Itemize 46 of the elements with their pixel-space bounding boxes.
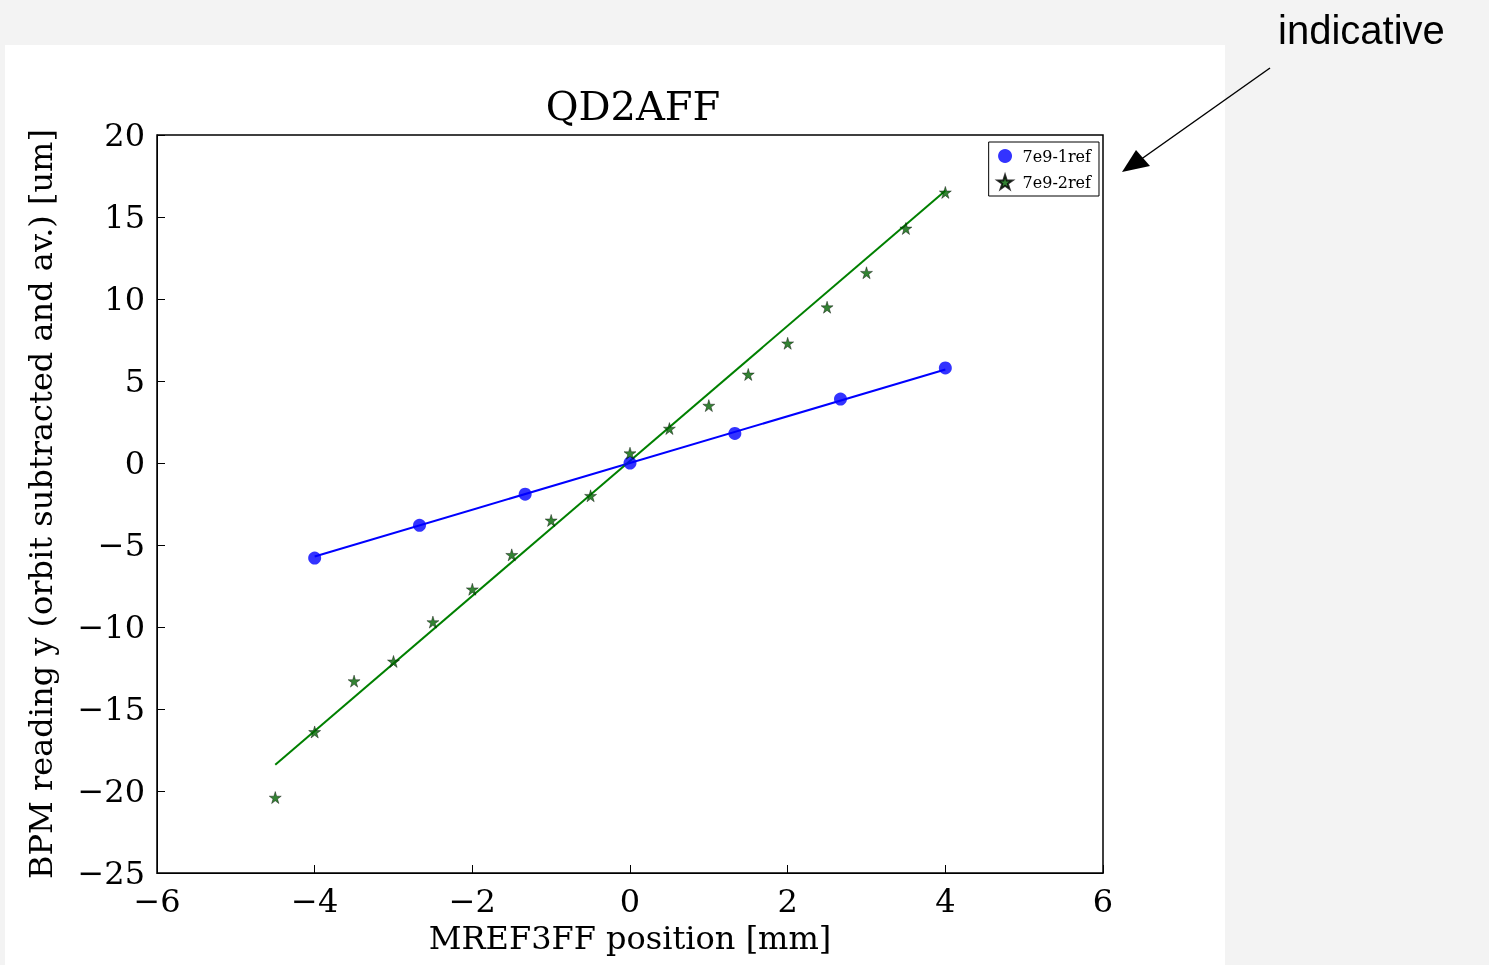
point [781, 337, 794, 350]
y-tick-label: −15 [77, 690, 145, 728]
y-tick-label: 0 [124, 444, 145, 482]
point [820, 300, 834, 314]
y-tick-label: 20 [104, 116, 145, 154]
point [939, 186, 952, 199]
y-tick-label: −5 [97, 526, 145, 564]
point [584, 489, 597, 503]
point [518, 487, 532, 501]
point [505, 548, 518, 562]
point [938, 361, 952, 375]
x-tick-label: 6 [1092, 882, 1114, 920]
point [702, 399, 716, 412]
point [347, 674, 361, 688]
legend-label: 7e9-2ref [1022, 172, 1093, 192]
x-tick-label: 2 [777, 882, 798, 920]
x-tick-label: 4 [935, 882, 956, 920]
y-tick-label: 10 [104, 280, 145, 318]
x-tick-label: −2 [448, 882, 496, 920]
point [860, 266, 873, 280]
y-tick-label: 15 [104, 198, 145, 236]
point [426, 615, 440, 629]
point [899, 222, 913, 235]
point [269, 791, 282, 804]
point [544, 514, 558, 527]
point [308, 551, 322, 565]
y-tick-label: −10 [77, 608, 145, 646]
point [413, 518, 427, 532]
point [742, 368, 755, 381]
point [387, 655, 400, 668]
point [308, 725, 321, 739]
point [663, 422, 676, 435]
y-axis-title: BPM reading y (orbit subtracted and av.) [um] [22, 129, 60, 879]
point [728, 426, 742, 440]
y-tick-label: −20 [77, 772, 145, 810]
x-tick-label: −4 [291, 882, 339, 920]
chart-title: QD2AFF [545, 83, 721, 129]
x-axis-title: MREF3FF position [mm] [428, 918, 832, 957]
y-tick-label: 5 [124, 362, 145, 400]
x-tick-label: 0 [619, 882, 641, 920]
point [623, 446, 637, 460]
y-tick-label: −25 [77, 854, 145, 892]
text: indicative [1278, 8, 1445, 53]
point [466, 583, 479, 596]
point [834, 392, 847, 406]
legend-label: 7e9-1ref [1022, 146, 1093, 166]
